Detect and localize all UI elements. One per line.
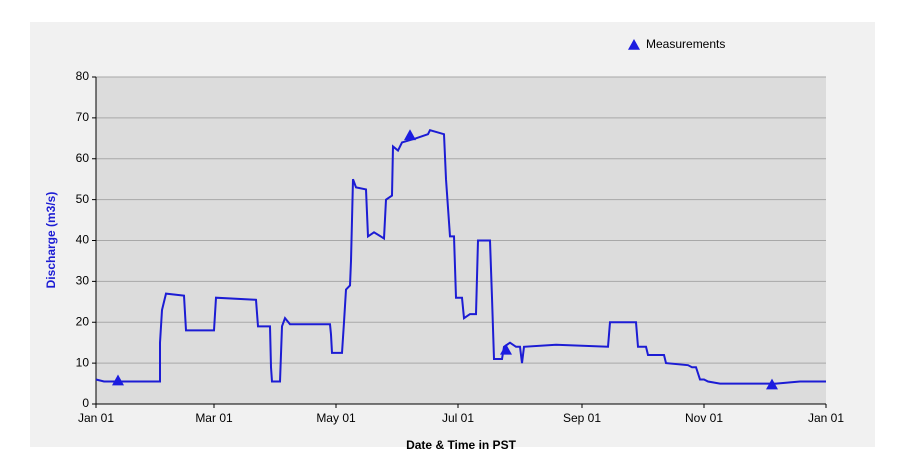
y-tick-label: 40	[76, 233, 90, 247]
x-tick-label: May 01	[316, 411, 356, 425]
x-tick-label: Mar 01	[195, 411, 233, 425]
legend-marker	[628, 39, 640, 50]
y-tick-label: 70	[76, 110, 90, 124]
x-tick-label: Jan 01	[808, 411, 844, 425]
y-tick-label: 30	[76, 274, 90, 288]
measurement-marker	[112, 374, 124, 386]
y-tick-label: 50	[76, 192, 90, 206]
y-tick-label: 0	[82, 396, 89, 410]
legend-label: Measurements	[646, 37, 725, 51]
measurement-marker	[766, 378, 778, 390]
measurement-marker	[404, 129, 416, 141]
x-tick-label: Nov 01	[685, 411, 723, 425]
x-tick-label: Sep 01	[563, 411, 601, 425]
x-tick-label: Jul 01	[442, 411, 474, 425]
y-tick-label: 20	[76, 314, 90, 328]
y-tick-label: 80	[76, 69, 90, 83]
x-axis-label: Date & Time in PST	[406, 438, 516, 452]
x-tick-label: Jan 01	[78, 411, 114, 425]
data-line	[95, 128, 826, 385]
y-tick-label: 10	[76, 355, 90, 369]
y-axis-label: Discharge (m3/s)	[44, 192, 58, 289]
y-tick-label: 60	[76, 151, 90, 165]
measurement-marker	[500, 343, 512, 355]
